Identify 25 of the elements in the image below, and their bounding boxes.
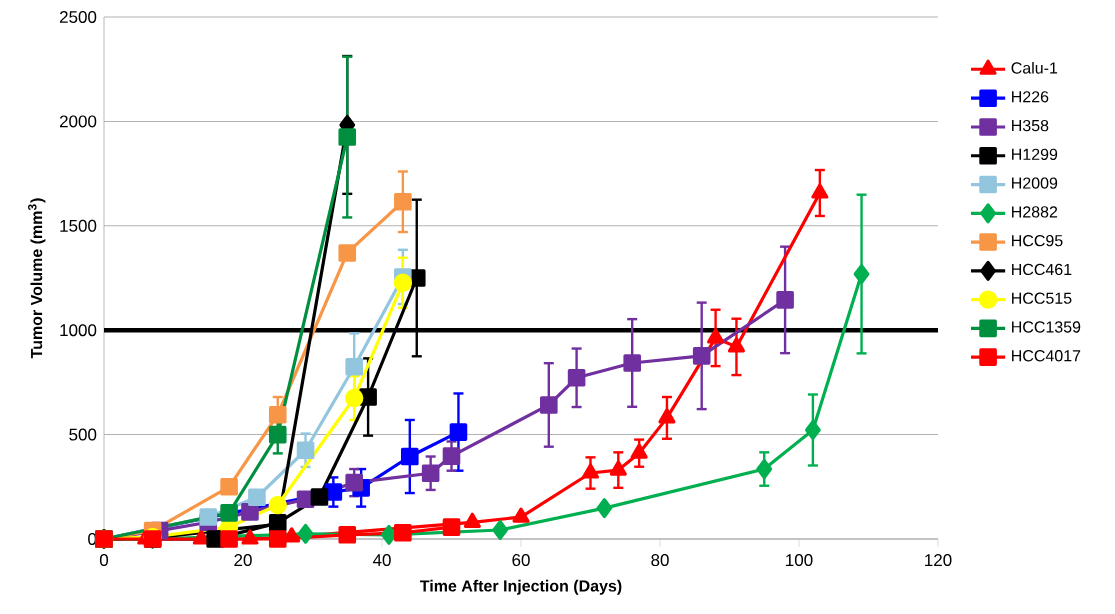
legend-label: HCC461 bbox=[1012, 263, 1072, 276]
legend-label: H1299 bbox=[1012, 148, 1058, 160]
x-tick-label: 40 bbox=[372, 554, 391, 567]
y-axis-title: Tumor Volume (mm$^{3}$) bbox=[28, 198, 46, 359]
y-tick-label: 500 bbox=[69, 428, 97, 441]
x-tick-label: 100 bbox=[786, 554, 813, 567]
y-tick-label: 1500 bbox=[60, 219, 97, 232]
legend-label: H226 bbox=[1012, 91, 1049, 103]
x-tick-label: 0 bbox=[99, 554, 109, 567]
legend-label: Calu-1 bbox=[1011, 61, 1058, 74]
legend-label: H358 bbox=[1012, 119, 1049, 132]
legend-label: HCC95 bbox=[1012, 234, 1063, 247]
legend-label: H2009 bbox=[1012, 177, 1058, 189]
x-tick-label: 120 bbox=[925, 554, 952, 567]
x-tick-label: 60 bbox=[512, 554, 530, 567]
y-tick-label: 2500 bbox=[59, 10, 97, 23]
legend-label: HCC4017 bbox=[1012, 350, 1081, 362]
legend-label: H2882 bbox=[1012, 206, 1058, 218]
x-tick-label: 80 bbox=[651, 554, 669, 567]
y-tick-label: 1000 bbox=[60, 324, 97, 337]
x-axis-title: Time After Injection (Days) bbox=[419, 579, 622, 595]
x-tick-label: 20 bbox=[234, 554, 252, 567]
y-tick-label: 2000 bbox=[59, 115, 97, 128]
legend-label: HCC515 bbox=[1012, 292, 1072, 304]
legend-label: HCC1359 bbox=[1012, 321, 1081, 333]
